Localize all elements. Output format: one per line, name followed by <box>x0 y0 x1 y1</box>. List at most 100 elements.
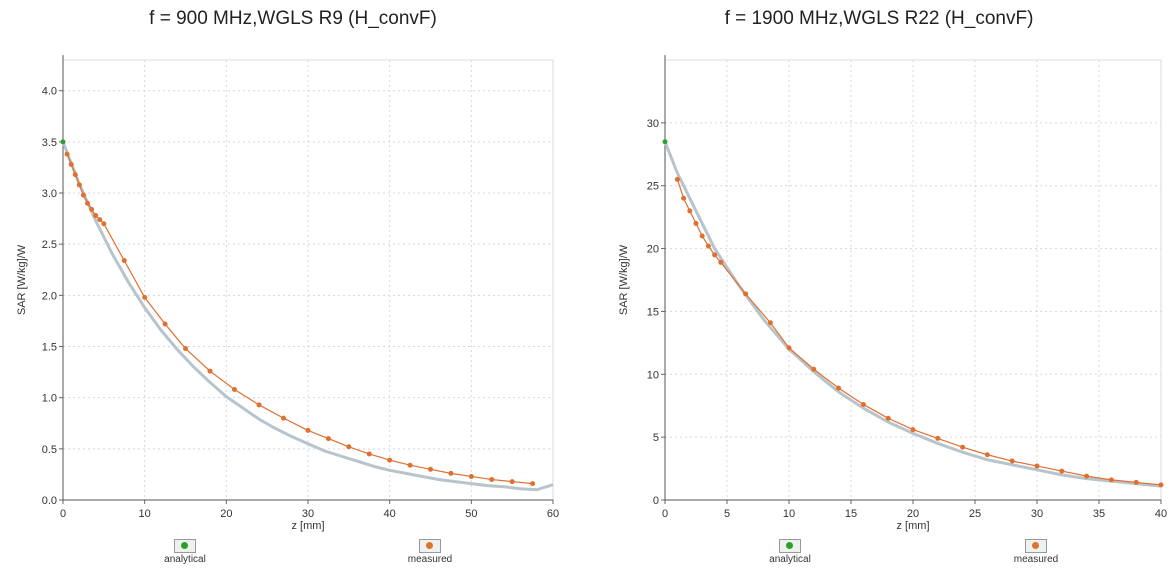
x-axis-label: z [mm] <box>292 520 325 532</box>
data-point-measured <box>885 415 891 421</box>
data-point-measured <box>346 444 352 450</box>
data-point-measured <box>836 385 842 391</box>
data-point-measured <box>64 151 70 157</box>
data-point-measured <box>530 481 536 487</box>
y-tick-label: 1.5 <box>42 342 57 354</box>
data-point-measured <box>80 192 86 198</box>
y-tick-label: 4.0 <box>42 86 57 98</box>
y-tick-label: 0.5 <box>42 444 57 456</box>
data-point-measured <box>910 427 916 433</box>
data-point-measured <box>68 161 74 167</box>
data-point-measured <box>699 233 705 239</box>
data-point-measured <box>256 402 262 408</box>
legend-item-measured[interactable]: measured <box>986 539 1086 565</box>
data-point-measured <box>509 479 515 485</box>
y-tick-label: 0 <box>653 495 659 507</box>
chart-plot-900mhz: 0.0 0.5 1.0 1.5 2.0 2.5 3.0 3.5 4.0 0 10 20 30 40 50 60… <box>16 55 559 532</box>
y-tick-label: 2.0 <box>42 290 57 302</box>
chart-panel-900mhz: f = 900 MHz,WGLS R9 (H_convF) 0.0 0.5 1.0 1… <box>16 8 559 565</box>
chart-plot-1900mhz: 0 5 10 15 20 25 30 0 5 10 15 20 25 30 35 40 z [mm] SAR [W… <box>618 55 1167 532</box>
legend-swatch-analytical <box>174 539 196 553</box>
x-tick-label: 30 <box>302 508 314 520</box>
data-point-measured <box>960 444 966 450</box>
data-point-measured <box>811 366 817 372</box>
data-point-measured <box>89 206 95 212</box>
y-tick-label: 10 <box>647 369 659 381</box>
legend-label: measured <box>1013 554 1059 565</box>
data-point-measured <box>76 182 82 188</box>
data-point-measured <box>935 435 941 441</box>
series-line-analytical <box>61 141 554 492</box>
data-point-measured <box>428 466 433 472</box>
data-point-measured <box>718 259 724 265</box>
x-tick-label: 35 <box>1093 508 1105 520</box>
data-point-measured <box>984 452 990 458</box>
y-tick-label: 0.0 <box>42 495 57 507</box>
legend-swatch-analytical <box>779 539 801 553</box>
y-tick-label: 30 <box>647 118 659 130</box>
legend-label: analytical <box>164 554 206 565</box>
y-axis-label: SAR [W/kg]/W <box>16 244 28 315</box>
data-point-analytical <box>662 139 668 145</box>
legend-swatch-measured <box>419 539 441 553</box>
data-point-measured <box>97 217 103 223</box>
data-point-measured <box>687 208 693 214</box>
data-point-measured <box>489 477 495 483</box>
data-point-measured <box>121 258 127 264</box>
x-tick-label: 0 <box>60 508 66 520</box>
data-point-measured <box>325 436 331 442</box>
data-point-measured <box>1108 477 1114 483</box>
data-point-measured <box>183 346 188 352</box>
legend-item-measured[interactable]: measured <box>380 539 480 565</box>
data-point-measured <box>705 243 711 249</box>
data-point-measured <box>1034 463 1040 469</box>
x-tick-label: 20 <box>220 508 232 520</box>
legend-item-analytical[interactable]: analytical <box>135 539 235 565</box>
data-point-measured <box>101 221 107 227</box>
x-tick-label: 0 <box>662 508 668 520</box>
chart-panel-1900mhz: f = 1900 MHz,WGLS R22 (H_convF) 0 5 10 15 20… <box>586 0 1172 578</box>
data-point-measured <box>468 473 474 479</box>
x-tick-label: 15 <box>845 508 857 520</box>
data-point-measured <box>786 345 792 351</box>
data-point-measured <box>407 462 413 468</box>
y-tick-label: 20 <box>647 244 659 256</box>
data-point-measured <box>366 451 372 457</box>
legend-label: measured <box>407 554 453 565</box>
data-point-measured <box>743 291 749 297</box>
data-point-measured <box>387 457 393 463</box>
y-tick-label: 5 <box>653 432 659 444</box>
legend-item-analytical[interactable]: analytical <box>740 539 840 565</box>
x-tick-label: 25 <box>969 508 981 520</box>
x-tick-label: 20 <box>907 508 919 520</box>
data-point-measured <box>142 294 148 300</box>
data-point-measured <box>712 252 718 258</box>
data-point-measured <box>85 200 90 206</box>
data-point-measured <box>693 220 699 226</box>
y-tick-label: 15 <box>647 306 659 318</box>
data-point-measured <box>1158 482 1164 488</box>
data-point-measured <box>93 213 99 219</box>
y-tick-label: 3.0 <box>42 188 57 200</box>
data-point-measured <box>1009 458 1015 464</box>
data-point-measured <box>1084 473 1090 479</box>
data-point-measured <box>860 401 866 407</box>
data-point-analytical <box>60 139 66 145</box>
y-axis-label: SAR [W/kg]/W <box>618 244 630 315</box>
data-point-measured <box>162 321 168 327</box>
data-point-measured <box>767 320 773 326</box>
y-tick-label: 1.0 <box>42 393 57 405</box>
data-point-measured <box>1059 468 1065 474</box>
legend-swatch-measured <box>1025 539 1047 553</box>
data-point-measured <box>305 427 311 433</box>
x-tick-label: 50 <box>465 508 477 520</box>
data-point-measured <box>207 368 213 374</box>
series-line-analytical <box>663 141 1162 488</box>
data-point-measured <box>1133 479 1139 485</box>
x-tick-label: 40 <box>384 508 396 520</box>
legend-label: analytical <box>769 554 811 565</box>
chart-title: f = 900 MHz,WGLS R9 (H_convF) <box>149 8 437 29</box>
data-point-measured <box>681 195 687 201</box>
x-tick-label: 60 <box>547 508 559 520</box>
x-axis-label: z [mm] <box>897 520 930 532</box>
